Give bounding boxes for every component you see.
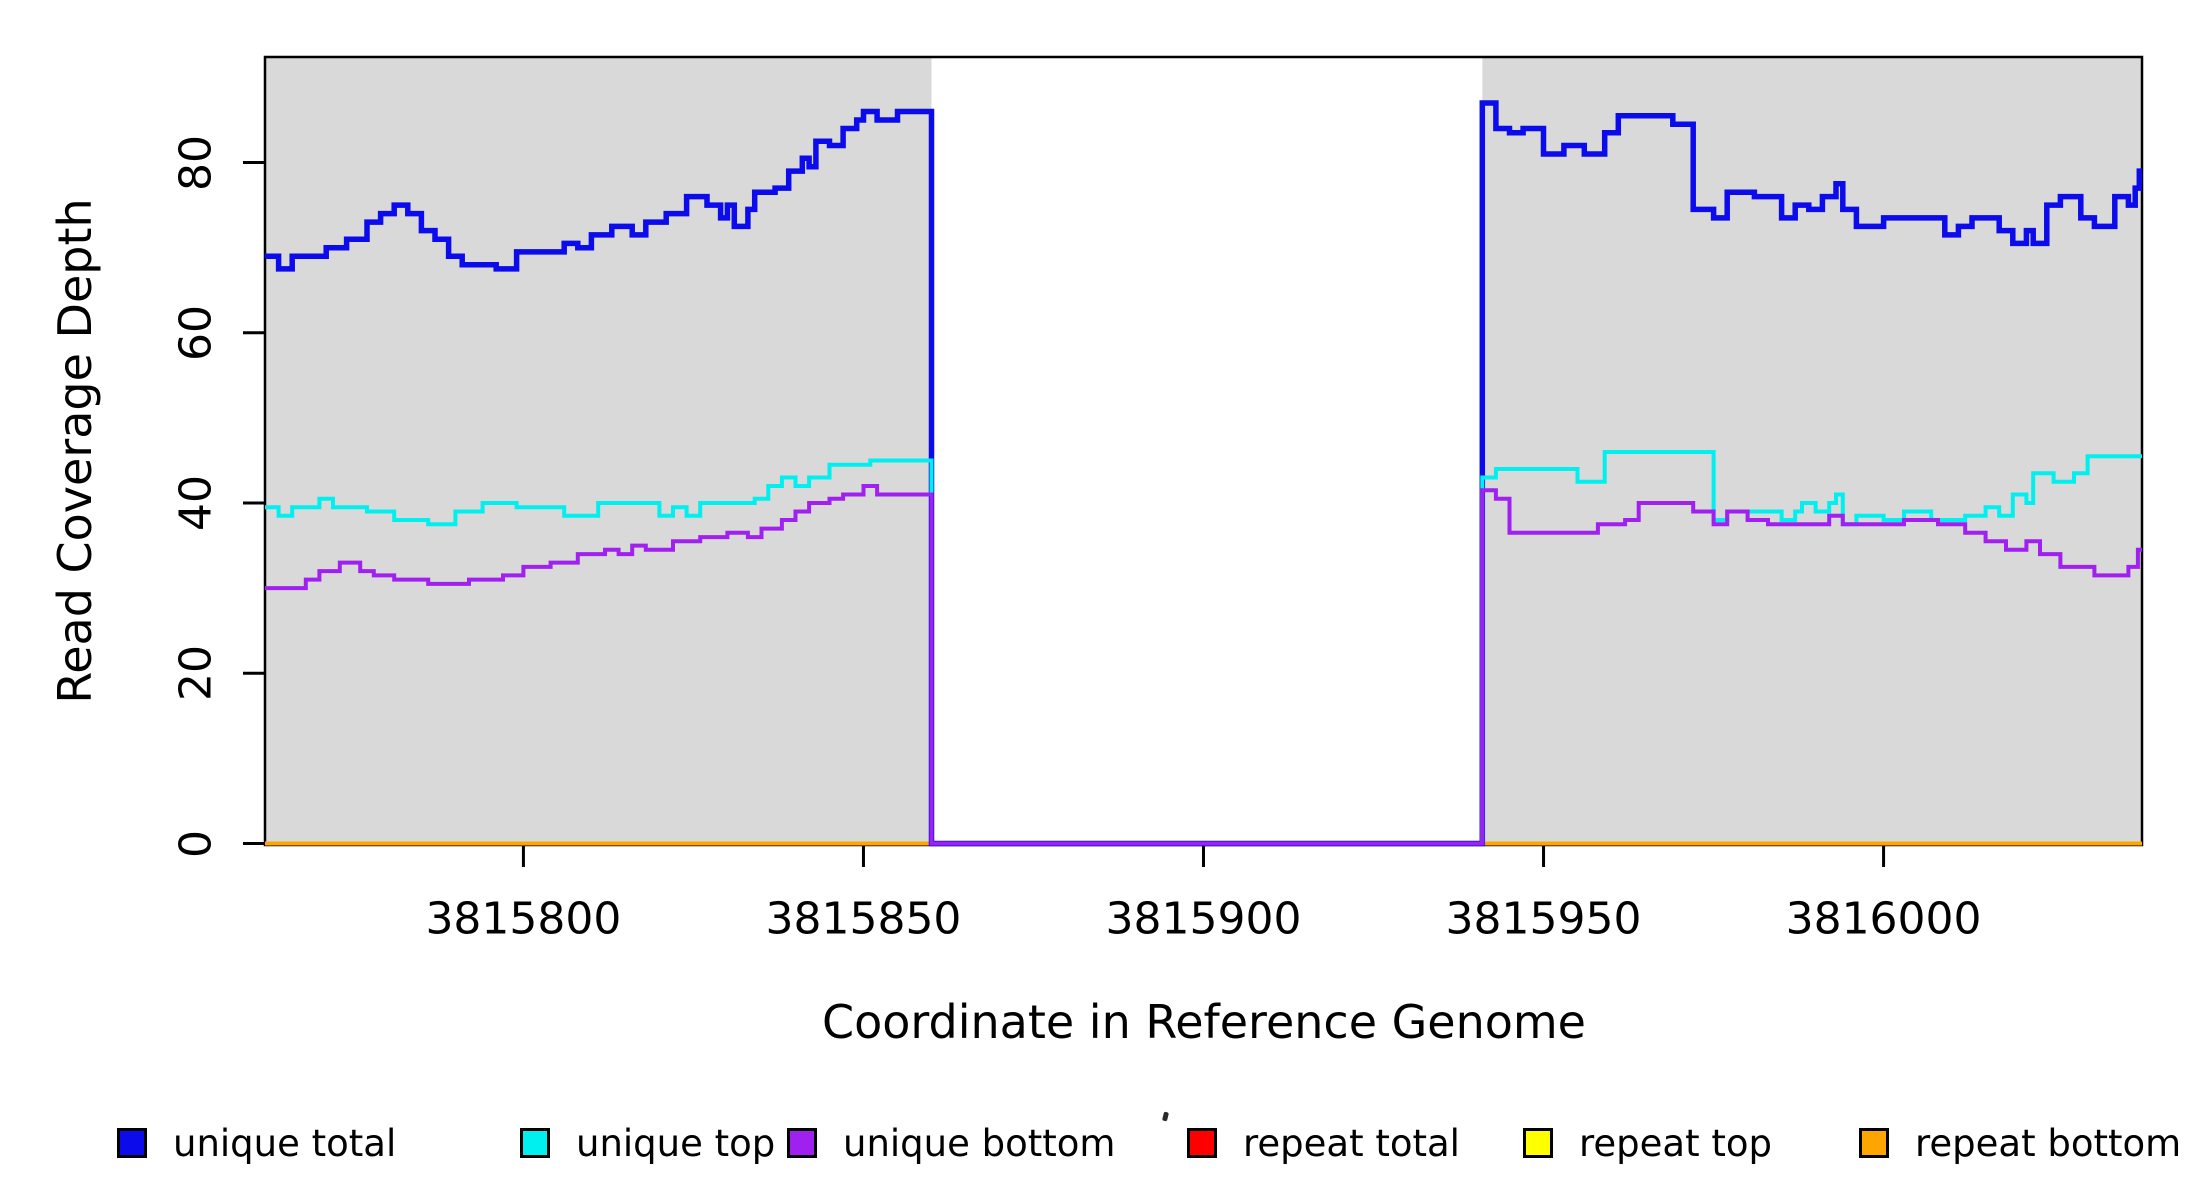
y-tick-label: 80 bbox=[170, 134, 222, 191]
legend-label: repeat bottom bbox=[1915, 1121, 2182, 1165]
series-line-unique-total bbox=[265, 100, 2143, 847]
y-tick-label: 60 bbox=[170, 304, 222, 361]
legend-swatch-icon bbox=[1187, 1128, 1217, 1158]
y-tick-label: 40 bbox=[170, 475, 222, 532]
legend-item-repeat-bottom: repeat bottom bbox=[1859, 1121, 2182, 1165]
x-tick-label: 3815800 bbox=[425, 893, 622, 945]
x-tick-label: 3815900 bbox=[1105, 893, 1302, 945]
legend-label: unique top bbox=[576, 1121, 776, 1165]
y-axis-title: Read Coverage Depth bbox=[48, 198, 102, 704]
legend-swatch-icon bbox=[1523, 1128, 1553, 1158]
x-tick-label: 3815850 bbox=[765, 893, 962, 945]
series-line-unique-bottom bbox=[265, 484, 2142, 846]
y-tick-label: 0 bbox=[170, 829, 222, 858]
legend-swatch-icon bbox=[520, 1128, 550, 1158]
shaded-region bbox=[265, 57, 932, 845]
series-line-unique-top bbox=[265, 450, 2142, 846]
legend-item-unique-total: unique total bbox=[117, 1121, 397, 1165]
x-tick-label: 3815950 bbox=[1445, 893, 1642, 945]
legend-item-repeat-top: repeat top bbox=[1523, 1121, 1772, 1165]
shaded-region bbox=[1482, 57, 2142, 845]
legend-label: repeat top bbox=[1579, 1121, 1772, 1165]
legend-item-repeat-total: repeat total bbox=[1187, 1121, 1460, 1165]
legend-swatch-icon bbox=[787, 1128, 817, 1158]
x-axis-title: Coordinate in Reference Genome bbox=[822, 995, 1586, 1049]
x-tick-label: 3816000 bbox=[1785, 893, 1982, 945]
chart-legend: unique total unique top unique bottom repea… bbox=[0, 1121, 2200, 1200]
legend-label: repeat total bbox=[1243, 1121, 1460, 1165]
y-tick-label: 20 bbox=[170, 645, 222, 702]
legend-item-unique-top: unique top bbox=[520, 1121, 776, 1165]
legend-swatch-icon bbox=[1859, 1128, 1889, 1158]
legend-swatch-icon bbox=[117, 1128, 147, 1158]
legend-label: unique total bbox=[173, 1121, 397, 1165]
legend-item-unique-bottom: unique bottom bbox=[787, 1121, 1116, 1165]
legend-label: unique bottom bbox=[843, 1121, 1116, 1165]
